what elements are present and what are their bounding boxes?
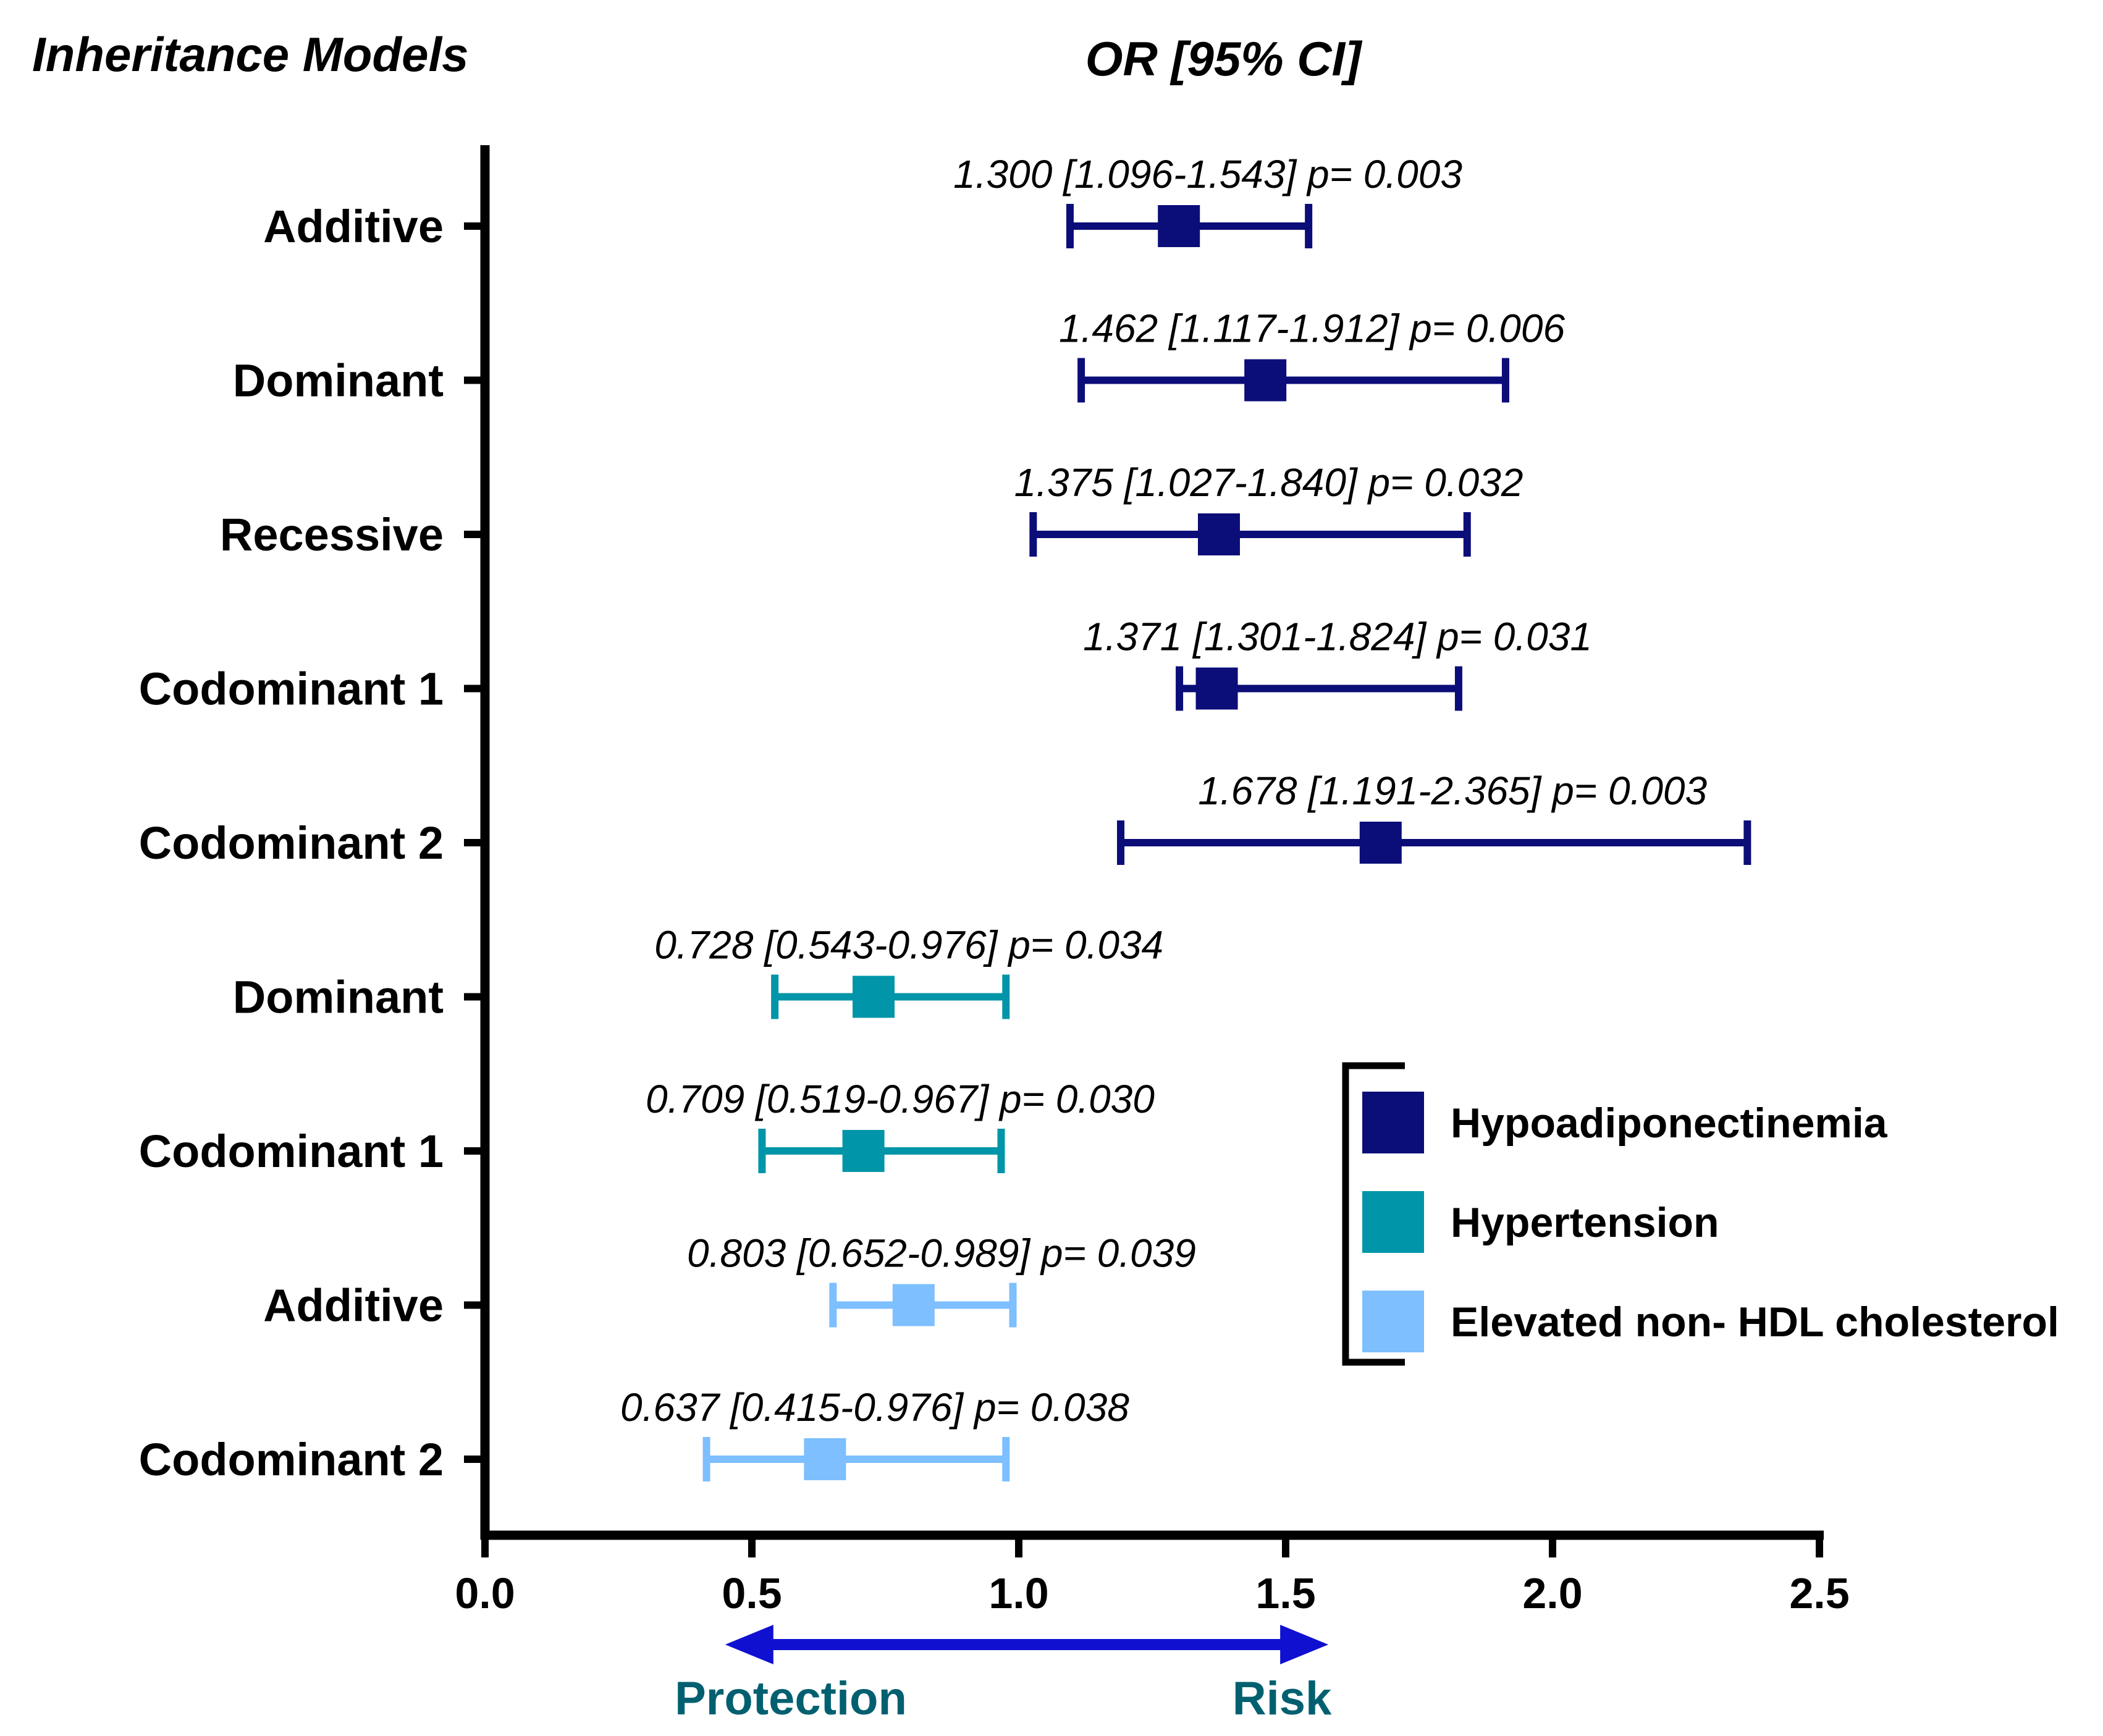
row-label: Codominant 1 <box>139 664 444 715</box>
legend-swatch <box>1362 1191 1424 1253</box>
row-label: Codominant 1 <box>139 1126 444 1177</box>
legend: Hypoadiponectinemia Hypertension Elevated … <box>1342 1062 2059 1366</box>
row-label: Dominant <box>233 972 444 1023</box>
x-tick-label: 0.5 <box>722 1569 782 1617</box>
ci-annotation: 1.300 [1.096-1.543] p= 0.003 <box>953 152 1462 196</box>
x-tick-label: 2.5 <box>1789 1569 1849 1617</box>
x-tick-label: 2.0 <box>1522 1569 1582 1617</box>
legend-label: Hypoadiponectinemia <box>1451 1100 1888 1147</box>
row-label: Codominant 2 <box>139 1434 444 1485</box>
direction-arrow-right-head <box>1280 1625 1329 1664</box>
ci-annotation: 1.371 [1.301-1.824] p= 0.031 <box>1083 615 1592 659</box>
ci-annotation: 0.803 [0.652-0.989] p= 0.039 <box>687 1231 1196 1276</box>
ci-annotation: 0.728 [0.543-0.976] p= 0.034 <box>654 923 1163 967</box>
or-point <box>1195 667 1238 710</box>
row-label: Additive <box>263 1280 444 1331</box>
chart-marks: 0.0 0.5 1.0 1.5 2.0 2.5 Additive 1.300 [1.096-1… <box>139 145 1850 1725</box>
or-point <box>892 1284 935 1326</box>
or-point <box>1359 822 1402 864</box>
protection-label: Protection <box>675 1672 907 1725</box>
row-label: Additive <box>263 201 444 252</box>
row-label: Recessive <box>220 509 444 560</box>
ci-annotation: 1.678 [1.191-2.365] p= 0.003 <box>1198 769 1707 813</box>
ci-annotation: 0.709 [0.519-0.967] p= 0.030 <box>646 1077 1155 1121</box>
chart-title: OR [95% CI] <box>1085 32 1363 86</box>
legend-label: Elevated non- HDL cholesterol <box>1451 1299 2059 1346</box>
or-point <box>842 1130 885 1172</box>
or-point <box>1198 513 1240 555</box>
legend-bracket <box>1342 1062 1405 1366</box>
row-label: Codominant 2 <box>139 817 444 869</box>
left-heading: Inheritance Models <box>32 27 469 82</box>
x-tick-label: 0.0 <box>455 1569 515 1617</box>
legend-swatch <box>1362 1291 1424 1352</box>
or-point <box>852 975 895 1018</box>
ci-annotation: 1.375 [1.027-1.840] p= 0.032 <box>1014 460 1524 505</box>
legend-label: Hypertension <box>1451 1199 1719 1246</box>
direction-arrow-left-head <box>725 1625 773 1664</box>
risk-label: Risk <box>1233 1672 1332 1725</box>
or-point <box>1158 205 1200 247</box>
row-label: Dominant <box>233 355 444 407</box>
ci-annotation: 0.637 [0.415-0.976] p= 0.038 <box>620 1385 1129 1430</box>
x-tick-label: 1.0 <box>988 1569 1048 1617</box>
legend-swatch <box>1362 1092 1424 1153</box>
or-point <box>1244 359 1287 402</box>
x-tick-label: 1.5 <box>1255 1569 1315 1617</box>
ci-annotation: 1.462 [1.117-1.912] p= 0.006 <box>1059 306 1565 351</box>
or-point <box>804 1438 846 1480</box>
